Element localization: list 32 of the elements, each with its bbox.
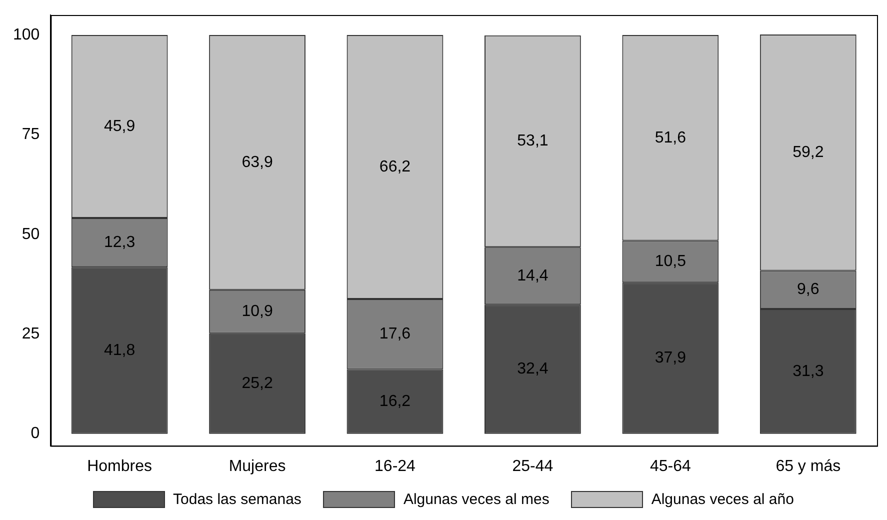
data-label: 17,6 xyxy=(379,326,411,343)
legend-label: Todas las semanas xyxy=(173,490,302,508)
data-label: 59,2 xyxy=(792,144,824,162)
x-tick-label: 45-64 xyxy=(650,458,691,475)
data-label: 14,4 xyxy=(517,267,548,284)
y-tick-label: 75 xyxy=(22,126,40,144)
data-label: 16,2 xyxy=(379,392,411,410)
data-label: 12,3 xyxy=(104,234,136,251)
data-label: 63,9 xyxy=(242,154,273,171)
legend-label: Algunas veces al mes xyxy=(403,490,550,508)
data-label: 53,1 xyxy=(517,132,548,150)
data-label: 32,4 xyxy=(517,360,548,378)
x-tick-label: 25-44 xyxy=(512,458,554,475)
data-label: 51,6 xyxy=(654,129,686,146)
data-label: 10,9 xyxy=(242,302,273,320)
data-label: 66,2 xyxy=(379,158,411,176)
data-label: 25,2 xyxy=(242,374,273,392)
data-label: 9,6 xyxy=(797,281,820,298)
x-tick-label: 65 y más xyxy=(776,458,841,475)
x-tick-label: Mujeres xyxy=(228,458,286,475)
data-label: 37,9 xyxy=(654,350,686,367)
data-label: 45,9 xyxy=(104,118,136,135)
y-tick-label: 0 xyxy=(30,425,40,442)
data-label: 41,8 xyxy=(104,342,136,359)
y-tick-label: 50 xyxy=(22,226,40,243)
data-label: 10,5 xyxy=(654,253,686,270)
y-tick-label: 100 xyxy=(12,26,40,44)
x-tick-label: Hombres xyxy=(87,458,152,475)
y-tick-label: 25 xyxy=(22,326,40,343)
data-label: 31,3 xyxy=(792,362,824,380)
x-tick-label: 16-24 xyxy=(374,458,416,475)
legend-label: Algunas veces al año xyxy=(651,490,794,508)
